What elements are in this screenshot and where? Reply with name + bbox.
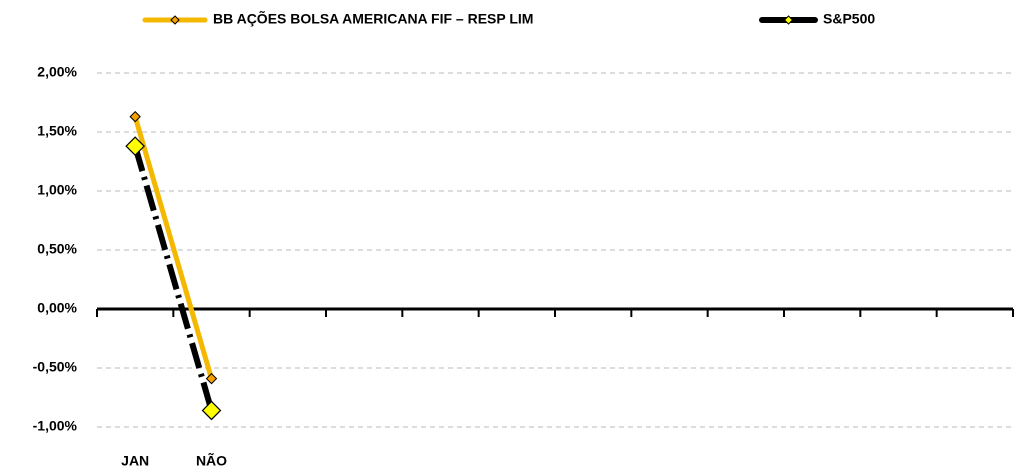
y-tick-label: -1,00% [33, 418, 78, 434]
y-tick-label: 0,50% [37, 241, 77, 257]
data-point [205, 372, 218, 385]
x-tick-label: NÃO [196, 452, 227, 469]
data-point [125, 136, 146, 157]
legend-label: S&P500 [823, 11, 875, 27]
y-tick-label: 1,50% [37, 123, 77, 139]
data-point [129, 110, 141, 123]
data-point [201, 400, 222, 421]
y-tick-label: 1,00% [37, 182, 77, 198]
legend-marker [170, 15, 180, 25]
series-line [132, 145, 215, 412]
x-tick-label: JAN [121, 453, 149, 469]
series-line [132, 115, 214, 380]
legend-marker [783, 15, 794, 25]
y-tick-label: -0,50% [33, 359, 78, 375]
y-tick-label: 2,00% [37, 64, 77, 80]
y-tick-label: 0,00% [37, 300, 77, 316]
legend-label: BB AÇÕES BOLSA AMERICANA FIF – RESP LIM [213, 10, 533, 27]
